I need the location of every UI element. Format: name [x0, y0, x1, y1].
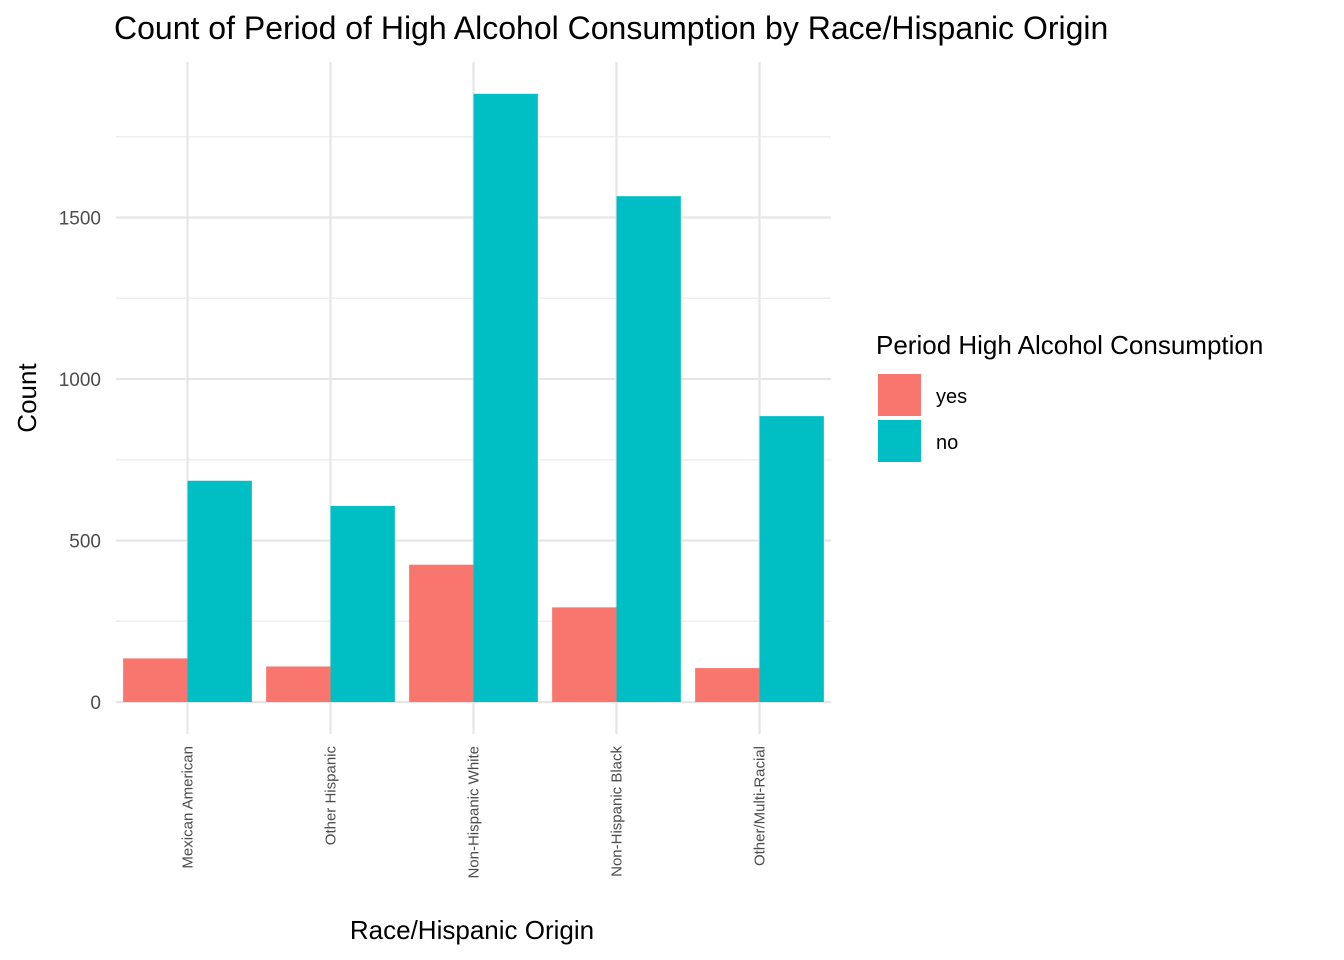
bar-yes: [123, 658, 188, 702]
bar-no: [473, 93, 538, 702]
bar-yes: [695, 668, 760, 702]
bar-yes: [552, 607, 617, 702]
x-tick-label: Non-Hispanic White: [466, 746, 483, 879]
bar-yes: [409, 564, 474, 702]
x-tick-label: Mexican American: [180, 746, 197, 869]
legend-key-yes: [878, 374, 921, 416]
y-tick-label: 1000: [59, 370, 101, 391]
x-axis-ticks: Mexican American Other Hispanic Non-Hispan…: [180, 746, 769, 879]
bar-no: [330, 505, 395, 702]
x-tick-label: Other Hispanic: [323, 746, 340, 846]
bar-no: [187, 480, 252, 702]
bar-no: [616, 196, 681, 702]
x-axis-title: Race/Hispanic Origin: [350, 915, 594, 945]
y-axis-ticks: 0 500 1000 1500: [59, 209, 101, 715]
legend-label-no: no: [936, 432, 958, 454]
x-tick-label: Other/Multi-Racial: [752, 746, 769, 866]
y-tick-label: 1500: [59, 209, 101, 230]
legend-title: Period High Alcohol Consumption: [876, 330, 1263, 360]
bar-yes: [266, 666, 331, 702]
y-axis-title: Count: [12, 363, 42, 433]
legend: Period High Alcohol Consumption yes no: [876, 330, 1263, 462]
x-tick-label: Non-Hispanic Black: [609, 746, 626, 877]
y-tick-label: 0: [90, 693, 101, 714]
chart-title: Count of Period of High Alcohol Consumpt…: [114, 10, 1108, 46]
bar-no: [759, 416, 824, 702]
legend-label-yes: yes: [936, 386, 967, 408]
y-tick-label: 500: [69, 532, 101, 553]
legend-key-no: [878, 420, 921, 462]
bars: [123, 93, 824, 702]
legend-items: yes no: [878, 374, 967, 462]
